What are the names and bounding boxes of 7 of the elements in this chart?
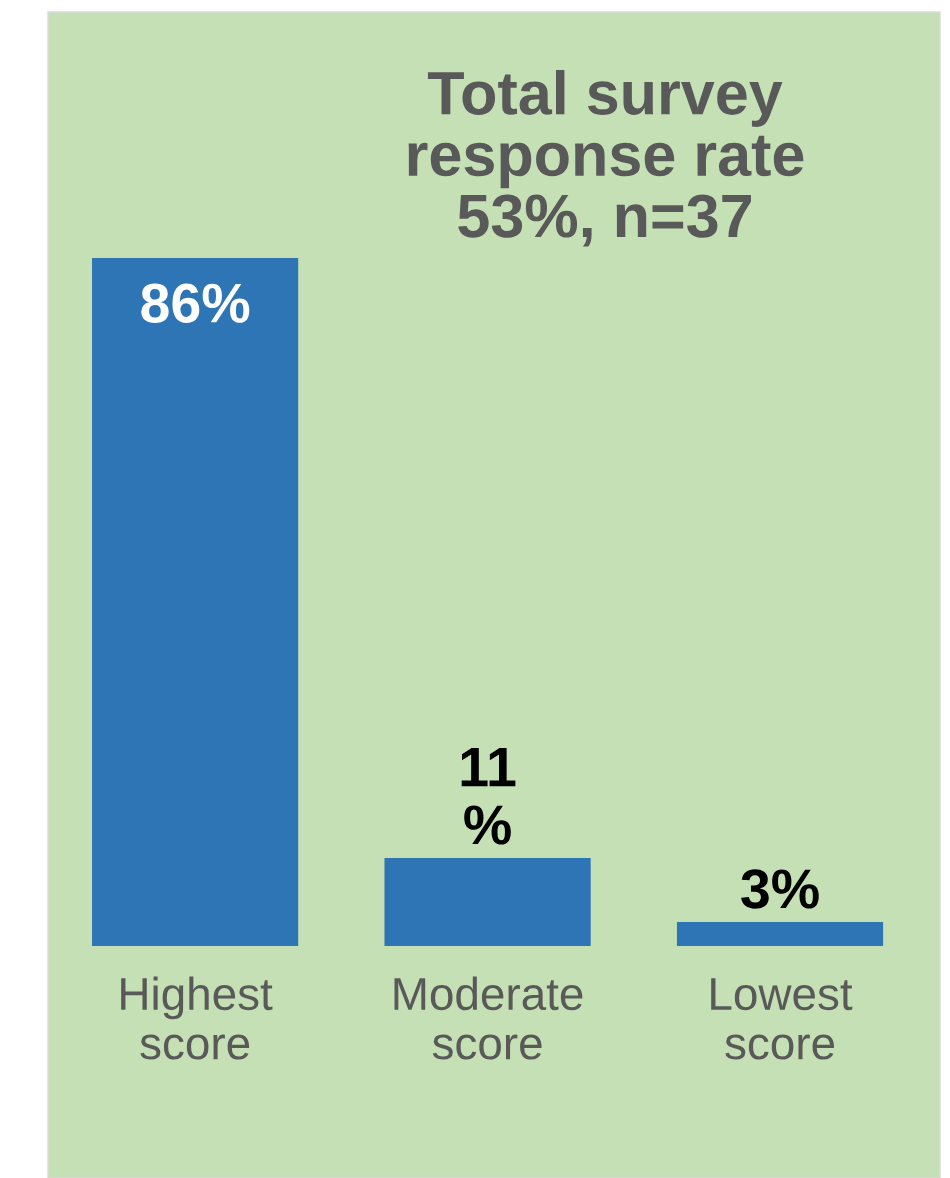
chart-title: Total survey response rate 53%, n=37 [408,70,804,247]
x-tick-label: Lowest score [711,978,853,1060]
data-label: 11 % [461,748,516,845]
x-tick-label: Moderate score [394,976,583,1060]
data-label: 86% [141,283,250,323]
data-label: 3% [741,869,819,909]
x-tick-label: Highest score [121,976,273,1060]
